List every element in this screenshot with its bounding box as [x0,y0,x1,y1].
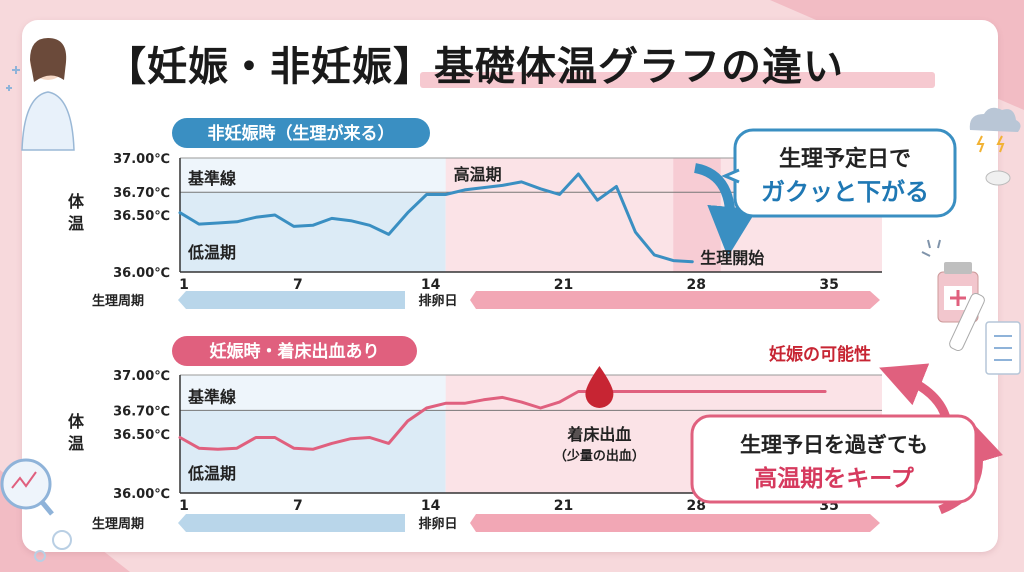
y-axis-label-char: 体 [68,412,85,431]
clipboard-icon [985,321,1021,375]
x-tick-label: 21 [554,498,573,514]
low-phase-upper-zone [180,375,446,411]
callout-line-1: 生理予日を過ぎても [740,433,928,457]
y-axis-label-char: 温 [67,434,84,453]
callout-line-2: ガクッと下がる [761,178,929,206]
blood-drop-icon [585,365,614,408]
page-title: 【妊娠・非妊娠】基礎体温グラフの違い [106,44,844,90]
implant-label: 着床出血 [566,425,631,444]
y-axis-label-char: 体 [68,192,85,211]
x-tick-label: 28 [687,277,706,293]
high-phase-label: 高温期 [454,165,502,184]
ovulation-label: 排卵日 [418,516,457,532]
chart-title: 妊娠時・着床出血あり [210,341,380,362]
x-tick-label: 14 [421,277,441,293]
x-tick-label: 14 [421,498,441,514]
y-tick-label: 36.50℃ [113,209,170,224]
ovulation-label: 排卵日 [418,293,457,309]
x-tick-label: 35 [819,277,838,293]
low-phase-arrow [178,514,405,532]
y-tick-label: 36.70℃ [113,404,170,419]
baseline-label: 基準線 [187,169,236,188]
x-axis-label: 生理周期 [92,293,144,309]
drop-arrow [693,163,758,257]
callout-line-2: 高温期をキープ [754,465,915,492]
sparkle-icon [6,66,20,91]
pregnancy-test-icon [949,292,985,352]
temperature-line [178,172,694,264]
x-tick-label: 7 [293,498,303,514]
period-start-label: 生理開始 [700,249,764,268]
y-tick-label: 36.00℃ [113,487,170,502]
implant-sub-label: （少量の出血） [554,448,645,464]
chart-title-pill [172,336,417,366]
bubble-decoration [34,530,72,562]
y-axis-label-char: 温 [67,214,84,233]
y-tick-label: 36.70℃ [113,186,170,201]
x-tick-label: 1 [179,277,189,293]
low-phase-label: 低温期 [187,464,236,483]
title-highlight [420,72,935,88]
high-phase-arrow [470,291,880,309]
woman-illustration [21,38,75,151]
x-tick-label: 28 [687,498,706,514]
chart-title: 非妊娠時（生理が来る） [208,123,395,144]
sparkle-right-icon [921,239,941,257]
x-tick-label: 1 [179,498,189,514]
callout-tail [721,168,740,184]
chart-title-pill [172,118,430,148]
callout-line-1: 生理予定日で [779,146,911,172]
low-phase-upper-zone [180,158,446,193]
y-tick-label: 37.00℃ [113,152,170,167]
y-tick-label: 36.50℃ [113,428,170,443]
x-tick-label: 7 [293,277,303,293]
chart-non-pregnant: 非妊娠時（生理が来る） 37.00℃ 36.70℃ 36.50℃ 36.00℃ 体温 1 7 1… [67,118,957,309]
y-tick-label: 36.00℃ [113,266,170,281]
temperature-line [178,390,827,451]
x-axis-label: 生理周期 [92,516,144,532]
possibility-label: 妊娠の可能性 [769,344,871,365]
pill-icon [985,170,1011,186]
y-tick-label: 37.00℃ [113,369,170,384]
storm-cloud-icon [969,107,1021,153]
high-phase-arrow [470,514,880,532]
x-tick-label: 21 [554,277,573,293]
magnifier-icon [0,458,54,516]
callout-box [690,414,978,504]
baseline-label: 基準線 [187,387,236,406]
chart-pregnant: 妊娠時・着床出血あり 37.00℃ 36.70℃ 36.50℃ 36.00℃ 体温 1 7 14… [67,336,1004,532]
low-phase-arrow [178,291,405,309]
low-phase-label: 低温期 [187,243,236,262]
